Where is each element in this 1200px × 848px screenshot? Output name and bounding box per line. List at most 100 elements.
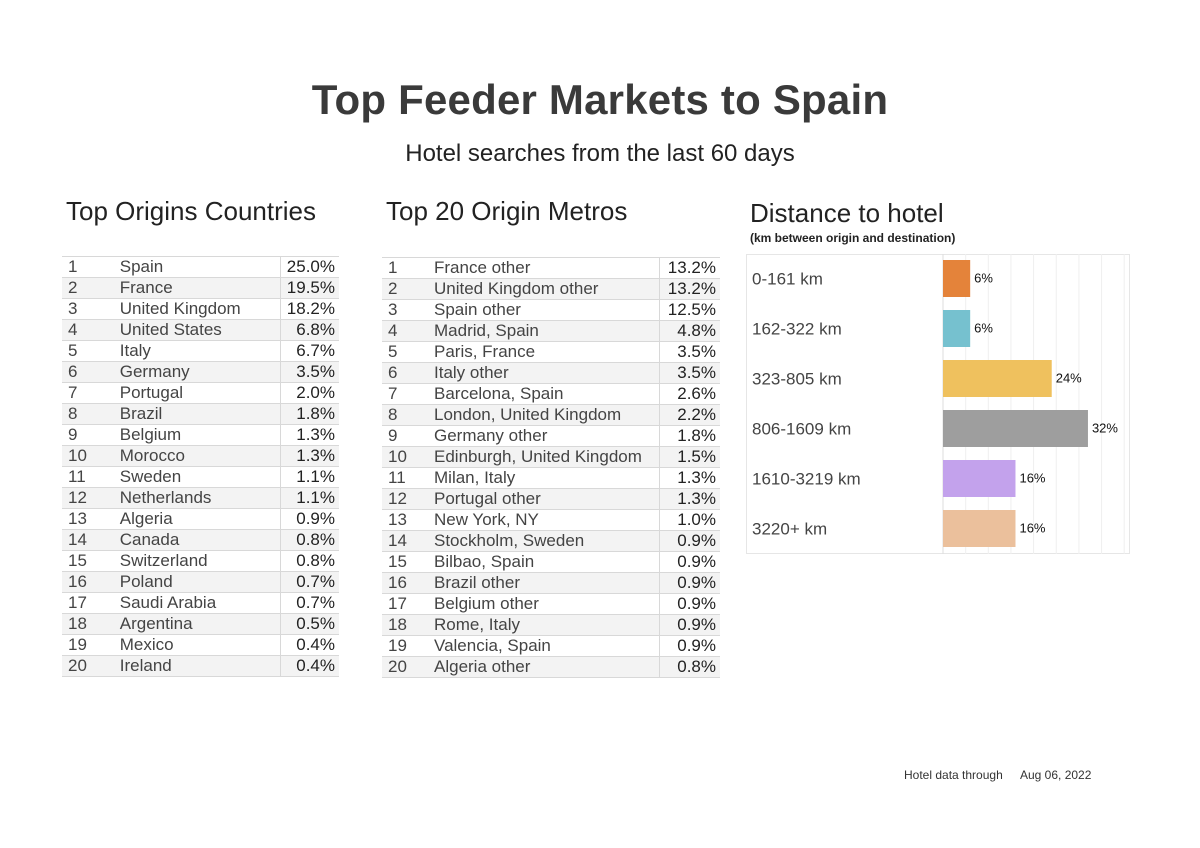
value-cell: 1.3% — [279, 424, 339, 446]
bar-value-label: 16% — [1019, 471, 1045, 486]
rank-cell: 7 — [62, 382, 114, 404]
name-cell: Paris, France — [428, 341, 659, 363]
distance-title: Distance to hotel — [750, 198, 944, 228]
country-row: 10 Morocco 1.3% — [62, 445, 339, 467]
name-cell: Algeria — [113, 508, 281, 530]
value-cell: 25.0% — [279, 256, 339, 278]
bar-value-label: 32% — [1092, 421, 1118, 436]
countries-title: Top Origins Countries — [66, 196, 316, 226]
name-cell: Poland — [113, 571, 281, 593]
value-cell: 0.8% — [658, 656, 720, 678]
value-cell: 2.0% — [279, 382, 339, 404]
rank-cell: 3 — [382, 299, 428, 321]
name-cell: Canada — [113, 529, 281, 551]
bar-value-label: 16% — [1019, 521, 1045, 536]
country-row: 3 United Kingdom 18.2% — [62, 298, 339, 320]
value-cell: 1.3% — [279, 445, 339, 467]
value-cell: 0.5% — [279, 613, 339, 635]
name-cell: Italy other — [428, 362, 659, 384]
country-row: 8 Brazil 1.8% — [62, 403, 339, 425]
country-row: 12 Netherlands 1.1% — [62, 487, 339, 509]
metro-row: 12 Portugal other 1.3% — [382, 488, 720, 510]
rank-cell: 5 — [62, 340, 114, 362]
value-cell: 1.3% — [658, 467, 720, 489]
category-label: 323-805 km — [752, 370, 842, 389]
rank-cell: 16 — [62, 571, 114, 593]
name-cell: Brazil — [113, 403, 281, 425]
metro-row: 8 London, United Kingdom 2.2% — [382, 404, 720, 426]
rank-cell: 18 — [62, 613, 114, 635]
footer-label: Hotel data through — [904, 768, 1003, 782]
name-cell: Rome, Italy — [428, 614, 659, 636]
name-cell: Spain other — [428, 299, 659, 321]
value-cell: 3.5% — [279, 361, 339, 383]
value-cell: 0.7% — [279, 571, 339, 593]
value-cell: 0.9% — [658, 614, 720, 636]
metro-row: 2 United Kingdom other 13.2% — [382, 278, 720, 300]
name-cell: London, United Kingdom — [428, 404, 659, 426]
rank-cell: 8 — [62, 403, 114, 425]
page-subtitle: Hotel searches from the last 60 days — [405, 140, 795, 167]
country-row: 18 Argentina 0.5% — [62, 613, 339, 635]
value-cell: 2.2% — [658, 404, 720, 426]
distance-bar — [943, 310, 971, 347]
metro-row: 18 Rome, Italy 0.9% — [382, 614, 720, 636]
value-cell: 1.1% — [279, 487, 339, 509]
metro-row: 9 Germany other 1.8% — [382, 425, 720, 447]
rank-cell: 16 — [382, 572, 428, 594]
country-row: 2 France 19.5% — [62, 277, 339, 299]
value-cell: 0.9% — [658, 530, 720, 552]
metro-row: 1 France other 13.2% — [382, 257, 720, 279]
name-cell: Mexico — [113, 634, 281, 656]
countries-table: 1 Spain 25.0% 2 France 19.5% 3 United Kingdom 18… — [62, 256, 339, 677]
country-row: 11 Sweden 1.1% — [62, 466, 339, 488]
distance-note: (km between origin and destination) — [750, 231, 956, 245]
rank-cell: 2 — [382, 278, 428, 300]
category-label: 1610-3219 km — [752, 470, 861, 489]
rank-cell: 9 — [382, 425, 428, 447]
bar-value-label: 24% — [1056, 371, 1082, 386]
rank-cell: 15 — [62, 550, 114, 572]
rank-cell: 11 — [382, 467, 428, 489]
rank-cell: 12 — [62, 487, 114, 509]
distance-bar-chart: 0-161 km 6% 162-322 km 6% 323-805 km 24% 806-1… — [752, 254, 1125, 554]
distance-bar — [943, 360, 1052, 397]
rank-cell: 20 — [62, 655, 114, 677]
metro-row: 15 Bilbao, Spain 0.9% — [382, 551, 720, 573]
name-cell: Algeria other — [428, 656, 659, 678]
rank-cell: 1 — [62, 256, 114, 278]
metro-row: 7 Barcelona, Spain 2.6% — [382, 383, 720, 405]
rank-cell: 19 — [382, 635, 428, 657]
distance-bar — [943, 410, 1088, 447]
name-cell: Stockholm, Sweden — [428, 530, 659, 552]
value-cell: 12.5% — [658, 299, 720, 321]
name-cell: Bilbao, Spain — [428, 551, 659, 573]
value-cell: 0.7% — [279, 592, 339, 614]
value-cell: 0.9% — [658, 635, 720, 657]
value-cell: 0.9% — [658, 551, 720, 573]
bar-value-label: 6% — [974, 321, 993, 336]
metros-table: 1 France other 13.2% 2 United Kingdom other 1… — [382, 257, 720, 678]
value-cell: 1.8% — [658, 425, 720, 447]
value-cell: 1.0% — [658, 509, 720, 531]
value-cell: 2.6% — [658, 383, 720, 405]
rank-cell: 20 — [382, 656, 428, 678]
name-cell: Madrid, Spain — [428, 320, 659, 342]
name-cell: Argentina — [113, 613, 281, 635]
name-cell: France other — [428, 257, 659, 279]
rank-cell: 1 — [382, 257, 428, 279]
distance-chart-frame — [746, 254, 1130, 554]
name-cell: Belgium other — [428, 593, 659, 615]
name-cell: Germany — [113, 361, 281, 383]
name-cell: Valencia, Spain — [428, 635, 659, 657]
rank-cell: 3 — [62, 298, 114, 320]
value-cell: 13.2% — [658, 257, 720, 279]
name-cell: Spain — [113, 256, 281, 278]
name-cell: Milan, Italy — [428, 467, 659, 489]
country-row: 7 Portugal 2.0% — [62, 382, 339, 404]
rank-cell: 12 — [382, 488, 428, 510]
rank-cell: 17 — [62, 592, 114, 614]
page-title: Top Feeder Markets to Spain — [311, 76, 889, 123]
value-cell: 3.5% — [658, 362, 720, 384]
rank-cell: 2 — [62, 277, 114, 299]
